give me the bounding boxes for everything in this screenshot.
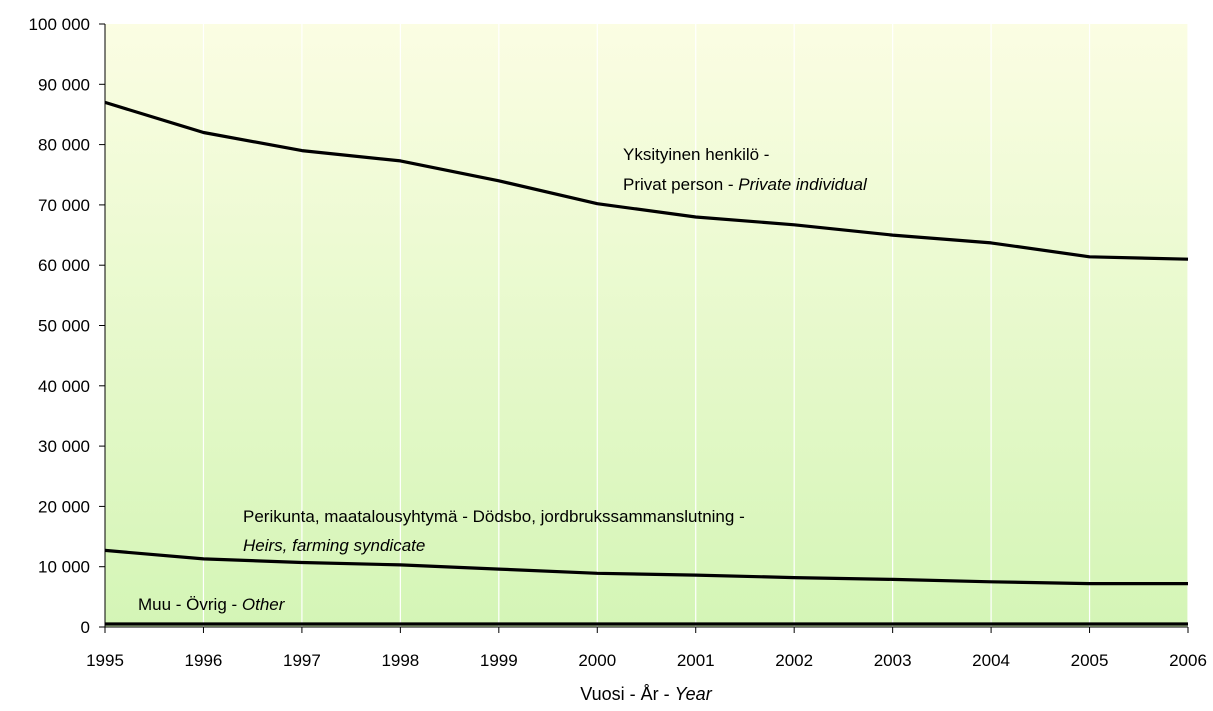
y-tick-label: 70 000 — [38, 196, 90, 215]
x-tick-label: 1995 — [86, 651, 124, 670]
label-plain-text: Vuosi - År - — [580, 684, 674, 704]
label-plain-text: Perikunta, maatalousyhtymä - Dödsbo, jor… — [243, 507, 745, 526]
label-italic-text: Heirs, farming syndicate — [243, 536, 425, 555]
label-plain-text: Muu - Övrig - — [138, 595, 242, 614]
label-italic-text: Year — [675, 684, 713, 704]
x-tick-label: 2006 — [1169, 651, 1207, 670]
series-labels: Yksityinen henkilö - Privat person - Pri… — [138, 145, 868, 614]
label-plain-text: Privat person - — [623, 175, 738, 194]
x-tick-label: 2005 — [1071, 651, 1109, 670]
x-tick-label: 1996 — [185, 651, 223, 670]
series-lines — [104, 100, 1189, 626]
label-italic-text: Private individual — [738, 175, 868, 194]
y-tick-label: 40 000 — [38, 377, 90, 396]
series-line-private-individual — [104, 100, 1189, 261]
x-tick-label: 2002 — [775, 651, 813, 670]
y-tick-label: 80 000 — [38, 136, 90, 155]
y-tick-label: 50 000 — [38, 317, 90, 336]
x-axis-ticks: 1995 1996 1997 1998 1999 2000 2001 2002 2003 2004… — [86, 627, 1207, 670]
series-label-heirs-line1: Perikunta, maatalousyhtymä - Dödsbo, jor… — [243, 507, 745, 526]
y-axis-ticks: 0 10 000 20 000 30 000 40 000 50 000 60 000 70 … — [29, 15, 105, 637]
label-plain-text: Yksityinen henkilö - — [623, 145, 769, 164]
series-label-private-line1: Yksityinen henkilö - — [623, 145, 769, 164]
plot-area — [105, 24, 1188, 627]
y-tick-label: 0 — [81, 618, 90, 637]
series-label-private-line2: Privat person - Private individual — [623, 175, 868, 194]
vertical-gridlines — [202, 24, 1189, 627]
y-tick-label: 30 000 — [38, 437, 90, 456]
y-tick-label: 20 000 — [38, 497, 90, 516]
x-tick-label: 1997 — [283, 651, 321, 670]
series-line-heirs-farming-syndicate — [104, 548, 1188, 586]
x-axis-label: Vuosi - År - Year — [580, 684, 712, 704]
y-tick-label: 100 000 — [29, 15, 90, 34]
series-label-heirs-line2: Heirs, farming syndicate — [243, 536, 425, 555]
x-tick-label: 2001 — [677, 651, 715, 670]
x-tick-label: 2003 — [874, 651, 912, 670]
y-tick-label: 90 000 — [38, 75, 90, 94]
y-tick-label: 10 000 — [38, 558, 90, 577]
series-label-other: Muu - Övrig - Other — [138, 595, 286, 614]
x-tick-label: 2004 — [972, 651, 1010, 670]
x-tick-label: 2000 — [578, 651, 616, 670]
label-italic-text: Other — [242, 595, 286, 614]
x-tick-label: 1998 — [381, 651, 419, 670]
y-tick-label: 60 000 — [38, 256, 90, 275]
x-tick-label: 1999 — [480, 651, 518, 670]
